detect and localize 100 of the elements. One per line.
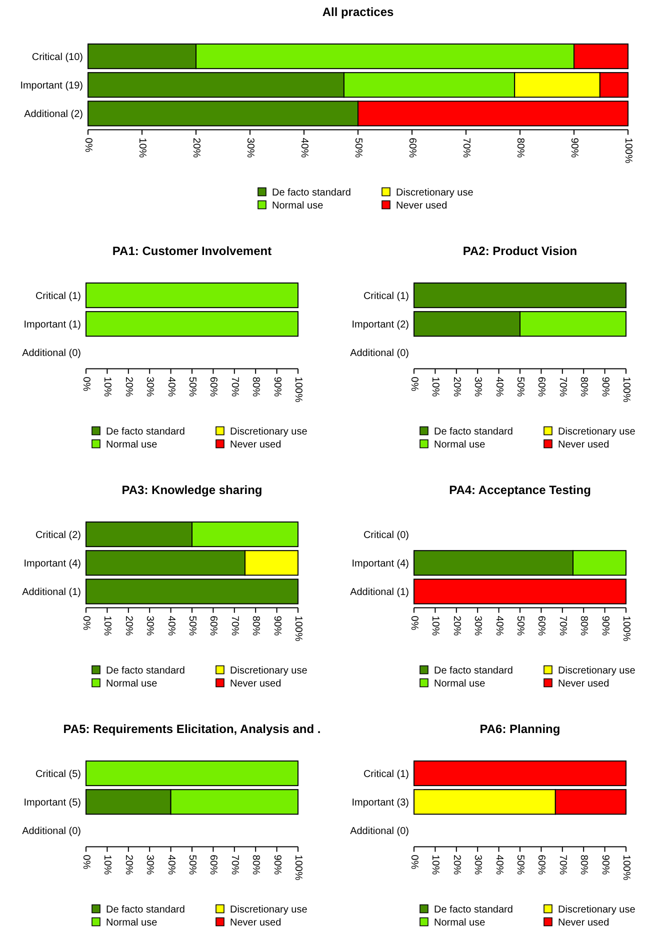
y-tick-label: Important (4) bbox=[352, 558, 409, 570]
chart-title: PA6: Planning bbox=[480, 722, 560, 736]
legend-label: Never used bbox=[558, 678, 610, 690]
x-tick-label: 50% bbox=[186, 616, 198, 636]
y-tick-label: Critical (5) bbox=[35, 768, 81, 780]
x-tick-label: 100% bbox=[292, 854, 304, 880]
x-tick-label: 20% bbox=[450, 854, 462, 875]
x-tick-label: 50% bbox=[514, 616, 526, 636]
legend-label: De facto standard bbox=[434, 904, 513, 916]
chart-title: PA3: Knowledge sharing bbox=[122, 483, 262, 497]
x-tick-label: 20% bbox=[190, 138, 202, 158]
x-tick-label: 40% bbox=[493, 616, 504, 636]
x-tick-label: 10% bbox=[430, 854, 441, 875]
y-tick-label: Critical (1) bbox=[363, 768, 409, 780]
y-tick-label: Additional (1) bbox=[350, 587, 409, 598]
x-tick-label: 20% bbox=[122, 376, 134, 397]
x-tick-label: 60% bbox=[536, 376, 547, 397]
chart-title: PA2: Product Vision bbox=[462, 244, 578, 258]
x-tick-label: 100% bbox=[622, 138, 634, 164]
y-tick-label: Additional (0) bbox=[22, 826, 81, 837]
x-tick-label: 70% bbox=[556, 616, 568, 636]
chart-title: PA1: Customer Involvement bbox=[112, 244, 272, 258]
x-tick-label: 30% bbox=[472, 376, 484, 397]
x-tick-label: 80% bbox=[250, 854, 262, 875]
y-tick-label: Additional (2) bbox=[24, 109, 83, 120]
legend-label: Discretionary use bbox=[230, 426, 308, 438]
legend-label: Discretionary use bbox=[230, 904, 308, 916]
x-tick-label: 100% bbox=[292, 616, 304, 642]
x-tick-label: 50% bbox=[186, 854, 198, 875]
x-tick-label: 10% bbox=[430, 616, 441, 636]
x-tick-label: 40% bbox=[165, 376, 176, 397]
x-tick-label: 20% bbox=[122, 616, 134, 636]
x-tick-label: 40% bbox=[165, 616, 176, 636]
x-tick-label: 90% bbox=[599, 376, 610, 397]
x-tick-label: 10% bbox=[102, 376, 113, 397]
x-tick-label: 100% bbox=[292, 376, 304, 402]
legend-label: Normal use bbox=[434, 678, 486, 690]
x-tick-label: 80% bbox=[578, 616, 590, 636]
x-tick-label: 80% bbox=[578, 376, 590, 397]
x-tick-label: 50% bbox=[514, 854, 526, 875]
legend-label: Discretionary use bbox=[558, 665, 636, 676]
x-tick-label: 70% bbox=[460, 138, 472, 158]
legend-label: Normal use bbox=[272, 200, 324, 212]
chart-title: PA5: Requirements Elicitation, Analysis and . bbox=[63, 722, 321, 736]
x-tick-label: 0% bbox=[80, 616, 92, 630]
legend-label: Never used bbox=[230, 439, 282, 450]
y-tick-label: Important (4) bbox=[24, 558, 81, 570]
x-tick-label: 50% bbox=[514, 376, 526, 397]
x-tick-label: 90% bbox=[271, 616, 282, 636]
x-tick-label: 60% bbox=[208, 616, 219, 636]
chart-title: All practices bbox=[322, 5, 394, 19]
legend-label: De facto standard bbox=[106, 904, 185, 916]
chart-title: PA4: Acceptance Testing bbox=[449, 483, 591, 497]
legend-label: De facto standard bbox=[106, 665, 185, 676]
legend-label: Normal use bbox=[434, 917, 486, 928]
legend-label: Never used bbox=[558, 917, 610, 928]
x-tick-label: 80% bbox=[250, 376, 262, 397]
legend-label: De facto standard bbox=[434, 665, 513, 676]
x-tick-label: 70% bbox=[556, 854, 568, 875]
x-tick-label: 10% bbox=[102, 854, 113, 875]
x-tick-label: 0% bbox=[80, 376, 92, 392]
x-tick-label: 30% bbox=[472, 854, 484, 875]
x-tick-label: 70% bbox=[228, 616, 240, 636]
y-tick-label: Critical (1) bbox=[35, 290, 81, 302]
y-tick-label: Additional (0) bbox=[350, 348, 409, 359]
legend-label: Never used bbox=[230, 917, 282, 928]
x-tick-label: 70% bbox=[556, 376, 568, 397]
legend-label: Normal use bbox=[106, 439, 158, 450]
x-tick-label: 0% bbox=[408, 616, 420, 630]
x-tick-label: 80% bbox=[250, 616, 262, 636]
y-tick-label: Critical (10) bbox=[32, 52, 83, 63]
x-tick-label: 60% bbox=[208, 854, 219, 875]
x-tick-label: 20% bbox=[122, 854, 134, 875]
y-tick-label: Important (2) bbox=[352, 319, 409, 330]
x-tick-label: 70% bbox=[228, 854, 240, 875]
x-tick-label: 0% bbox=[408, 854, 420, 870]
legend-label: Normal use bbox=[106, 917, 158, 928]
x-tick-label: 90% bbox=[599, 616, 610, 636]
x-tick-label: 30% bbox=[144, 854, 156, 875]
x-tick-label: 40% bbox=[165, 854, 176, 875]
x-tick-label: 20% bbox=[450, 376, 462, 397]
legend-label: Normal use bbox=[106, 678, 158, 690]
x-tick-label: 90% bbox=[271, 376, 282, 397]
y-tick-label: Critical (1) bbox=[363, 290, 409, 302]
x-tick-label: 100% bbox=[620, 854, 632, 880]
x-tick-label: 0% bbox=[408, 376, 420, 392]
bar bbox=[86, 578, 298, 604]
x-tick-label: 40% bbox=[298, 138, 310, 158]
x-tick-label: 60% bbox=[406, 138, 418, 158]
x-tick-label: 20% bbox=[450, 616, 462, 636]
x-tick-label: 90% bbox=[599, 854, 610, 875]
x-tick-label: 30% bbox=[144, 616, 156, 636]
x-tick-label: 30% bbox=[244, 138, 256, 158]
y-tick-label: Important (19) bbox=[20, 80, 83, 92]
y-tick-label: Important (5) bbox=[24, 797, 81, 808]
x-tick-label: 30% bbox=[144, 376, 156, 397]
y-tick-label: Additional (0) bbox=[350, 826, 409, 837]
x-tick-label: 100% bbox=[620, 616, 632, 642]
x-tick-label: 0% bbox=[82, 138, 94, 152]
legend-label: Discretionary use bbox=[396, 187, 474, 198]
